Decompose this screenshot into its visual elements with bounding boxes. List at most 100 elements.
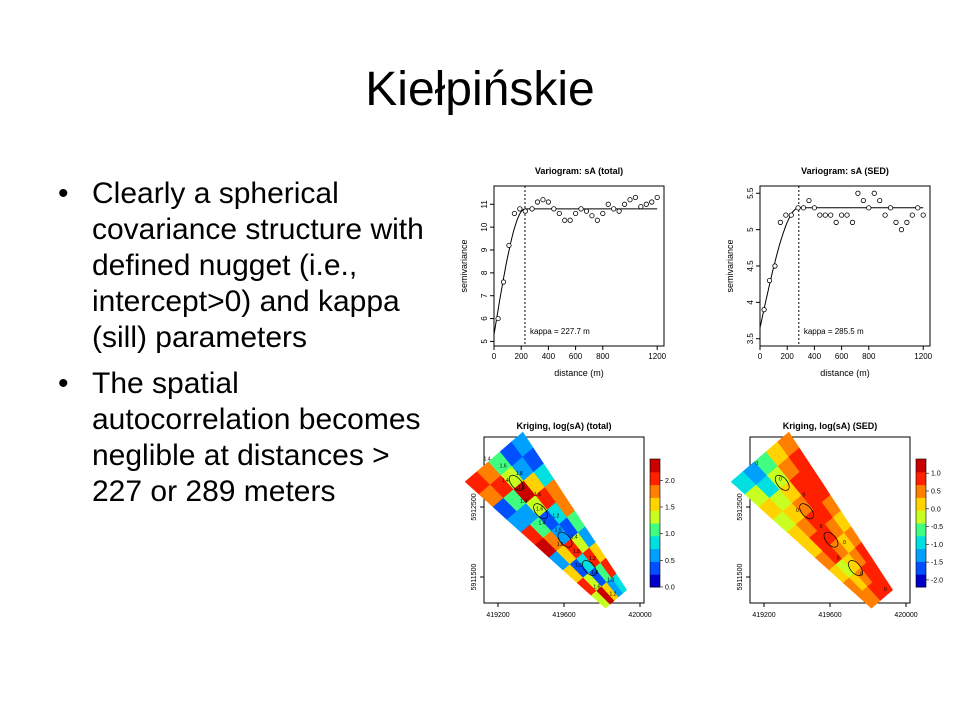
colorbar-segment <box>916 548 926 553</box>
colorbar-segment <box>650 545 660 550</box>
colorbar-segment <box>916 542 926 546</box>
colorbar-segment <box>916 561 926 566</box>
contour-label: 1.8 <box>573 549 580 555</box>
data-point <box>556 210 562 217</box>
x-tick-label: 0 <box>492 352 497 361</box>
data-point <box>817 212 823 218</box>
colorbar-segment <box>916 523 926 527</box>
colorbar-segment <box>916 571 926 575</box>
bullet-text: Clearly a spherical covariance structure… <box>92 177 424 354</box>
data-point <box>605 201 611 207</box>
contour-label: 0 <box>884 587 887 593</box>
colorbar-segment <box>916 494 926 498</box>
y-tick-label: 6 <box>480 316 489 321</box>
contour-label: 1.2 <box>552 513 559 519</box>
contour-label: 0 <box>820 524 823 530</box>
data-point <box>806 197 812 204</box>
colorbar-segment <box>916 462 926 466</box>
colorbar-tick-label: 0.5 <box>665 558 675 565</box>
contour-label: 1.2 <box>609 591 616 597</box>
x-tick-label: 420000 <box>894 612 917 619</box>
data-point <box>788 212 794 218</box>
contour-line <box>799 503 814 520</box>
colorbar-segment <box>650 571 660 575</box>
colorbar-segment <box>650 564 660 569</box>
chart-title: Kriging, log(sA) (SED) <box>783 421 878 431</box>
bullet-item: • Clearly a spherical covariance structu… <box>58 176 428 356</box>
data-point <box>860 197 866 204</box>
data-point <box>583 208 590 214</box>
contour-label: 0 <box>860 571 863 577</box>
colorbar-segment <box>650 481 660 486</box>
x-tick-label: 419200 <box>752 612 775 619</box>
data-point <box>844 212 850 218</box>
plot-frame <box>759 185 931 347</box>
colorbar-segment <box>650 539 660 543</box>
colorbar-segment <box>916 487 926 492</box>
map-cell <box>856 590 877 609</box>
contour-label: 0 <box>796 508 799 514</box>
model-curve <box>759 207 924 328</box>
colorbar-segment <box>916 577 926 582</box>
kappa-annotation: kappa = 285.5 m <box>804 327 864 336</box>
contour-line <box>533 503 548 520</box>
data-point <box>882 212 888 218</box>
x-tick-label: 419600 <box>552 612 575 619</box>
data-point <box>893 219 899 225</box>
x-tick-label: 200 <box>515 352 529 361</box>
colorbar-tick-label: -2.0 <box>931 577 943 584</box>
data-point <box>529 206 535 212</box>
contour-label: 1.2 <box>589 556 596 562</box>
colorbar-segment <box>650 487 660 492</box>
colorbar-segment <box>916 465 926 470</box>
colorbar-segment <box>650 497 660 502</box>
x-tick-label: 1200 <box>914 352 932 361</box>
data-point <box>855 190 861 196</box>
x-tick-label: 600 <box>835 352 849 361</box>
contour-label: 1.6 <box>555 528 562 534</box>
data-point <box>866 205 872 211</box>
colorbar-segment <box>916 574 926 578</box>
y-tick-label: 5912500 <box>737 493 744 520</box>
colorbar-segment <box>916 500 926 505</box>
colorbar-segment <box>650 500 660 505</box>
colorbar-segment <box>650 574 660 578</box>
colorbar-segment <box>650 468 660 473</box>
contour-label: 1.6 <box>536 506 543 512</box>
contour-label: 1.6 <box>593 584 600 590</box>
colorbar-segment <box>650 475 660 479</box>
data-point <box>643 201 649 207</box>
y-axis-label: semivariance <box>459 239 469 292</box>
colorbar-segment <box>650 580 660 585</box>
colorbar-segment <box>916 471 926 476</box>
colorbar-tick-label: -1.0 <box>931 542 943 549</box>
colorbar-segment <box>916 583 926 588</box>
data-point <box>511 210 518 217</box>
colorbar-segment <box>916 558 926 562</box>
colorbar-segment <box>650 513 660 518</box>
data-point <box>654 194 660 201</box>
x-tick-label: 800 <box>596 352 610 361</box>
contour-label: 1.4 <box>538 520 545 526</box>
colorbar-segment <box>916 510 926 514</box>
x-tick-label: 419600 <box>818 612 841 619</box>
contour-label: 0 <box>843 540 846 546</box>
variogram-total-chart: Variogram: sA (total) 0 200 400 600 800 1200 5 6… <box>459 166 667 378</box>
bullet-list: • Clearly a spherical covariance structu… <box>58 176 428 520</box>
x-tick-label: 419200 <box>486 612 509 619</box>
colorbar-frame <box>649 458 661 588</box>
data-point <box>920 212 926 218</box>
data-point <box>833 219 839 225</box>
colorbar-segment <box>916 516 926 521</box>
kriging-total-map: Kriging, log(sA) (total) 1.4 1.6 1.8 1.4 1.6 1… <box>464 421 675 619</box>
x-tick-label: 0 <box>758 352 763 361</box>
data-point <box>573 210 579 217</box>
data-point <box>828 212 834 218</box>
contour-line <box>582 560 597 576</box>
y-tick-label: 5 <box>746 227 755 232</box>
colorbar-segment <box>650 465 660 470</box>
slide-title: Kiełpińskie <box>365 63 595 116</box>
y-tick-label: 5.5 <box>746 187 755 199</box>
y-tick-label: 5912500 <box>471 493 478 520</box>
data-point <box>904 219 910 225</box>
